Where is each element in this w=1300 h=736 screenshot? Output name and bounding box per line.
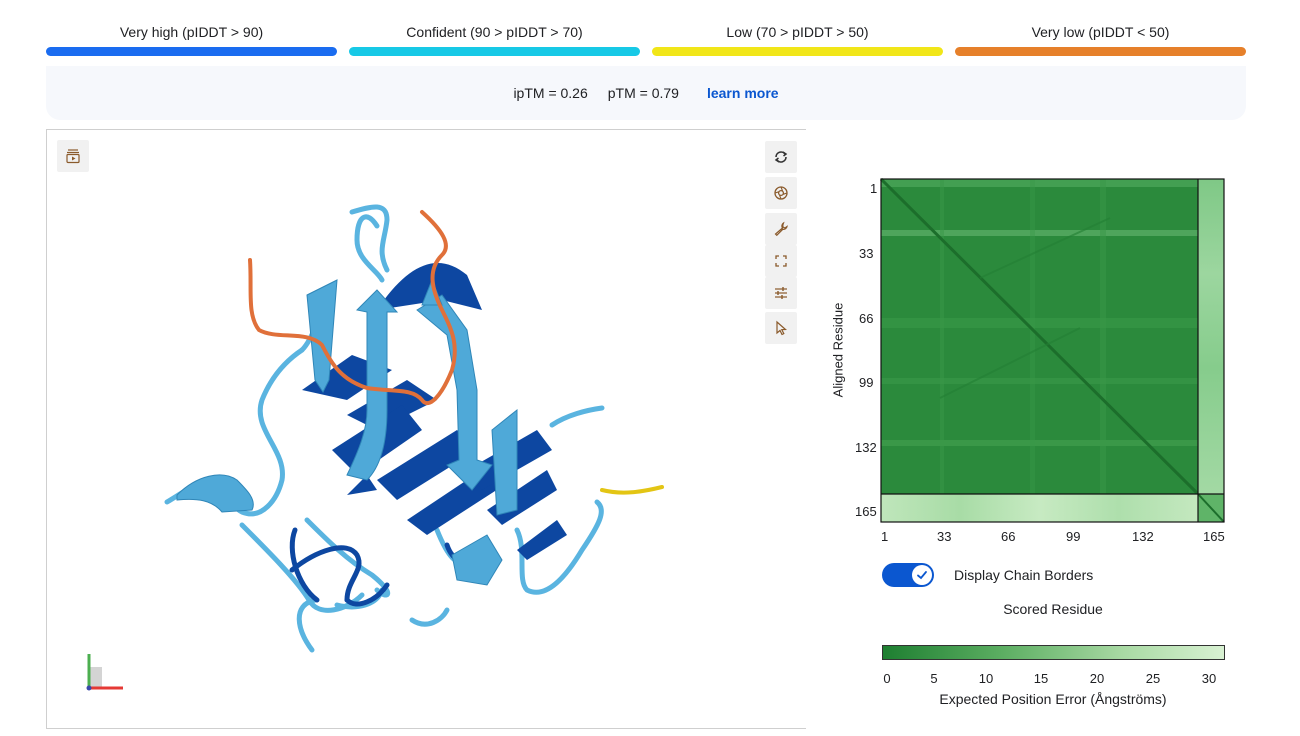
legend-very-low: Very low (pIDDT < 50)	[955, 24, 1246, 56]
playback-button[interactable]	[57, 140, 89, 172]
controls-button[interactable]	[765, 277, 797, 309]
y-tick: 66	[859, 311, 874, 326]
learn-more-link[interactable]: learn more	[706, 85, 779, 101]
colorbar-tick: 25	[1145, 671, 1161, 686]
x-tick: 1	[881, 529, 889, 544]
metrics-panel: ipTM = 0.26 pTM = 0.79 learn more	[46, 66, 1246, 120]
spin-button[interactable]	[765, 141, 797, 173]
x-tick: 165	[1203, 529, 1225, 544]
legend-bar	[652, 47, 943, 56]
protein-structure[interactable]	[47, 130, 807, 730]
select-button[interactable]	[765, 312, 797, 344]
x-tick: 66	[1001, 529, 1016, 544]
legend-label: Very high (pIDDT > 90)	[119, 24, 264, 40]
x-tick: 99	[1066, 529, 1081, 544]
playback-icon	[66, 149, 80, 164]
y-tick: 165	[855, 504, 877, 519]
colorbar-tick: 5	[930, 671, 938, 686]
ptm-value: pTM = 0.79	[607, 85, 679, 101]
chain-borders-toggle[interactable]	[882, 563, 934, 587]
iptm-value: ipTM = 0.26	[513, 85, 588, 101]
legend-label: Confident (90 > pIDDT > 70)	[406, 24, 583, 40]
y-tick: 1	[870, 181, 878, 196]
sliders-icon	[775, 287, 787, 299]
rotate-icon	[774, 151, 788, 163]
pae-y-axis-title: Aligned Residue	[830, 302, 846, 398]
legend-label: Low (70 > pIDDT > 50)	[726, 24, 869, 40]
x-tick: 33	[937, 529, 952, 544]
screenshot-button[interactable]	[765, 177, 797, 209]
colorbar-title: Expected Position Error (Ångströms)	[939, 691, 1167, 707]
y-tick: 132	[855, 440, 877, 455]
colorbar-tick: 15	[1033, 671, 1049, 686]
chain-borders-label: Display Chain Borders	[954, 567, 1094, 583]
legend-bar	[955, 47, 1246, 56]
pae-heatmap[interactable]	[880, 178, 1226, 524]
pae-x-axis-title: Scored Residue	[1003, 601, 1103, 617]
legend-very-high: Very high (pIDDT > 90)	[46, 24, 337, 56]
pae-colorbar	[882, 645, 1225, 660]
y-tick: 33	[859, 246, 874, 261]
legend-bar	[46, 47, 337, 56]
check-icon	[917, 571, 927, 580]
x-tick: 132	[1132, 529, 1154, 544]
colorbar-tick: 30	[1201, 671, 1217, 686]
legend-label: Very low (pIDDT < 50)	[1031, 24, 1170, 40]
colorbar-tick: 0	[883, 671, 891, 686]
fullscreen-button[interactable]	[765, 245, 797, 277]
structure-viewer[interactable]	[46, 129, 806, 729]
colorbar-tick: 10	[978, 671, 994, 686]
legend-confident: Confident (90 > pIDDT > 70)	[349, 24, 640, 56]
fullscreen-icon	[775, 255, 787, 267]
toggle-knob	[912, 565, 932, 585]
camera-icon	[774, 186, 788, 200]
wrench-icon	[774, 221, 788, 237]
settings-button[interactable]	[765, 213, 797, 245]
y-tick: 99	[859, 375, 874, 390]
cursor-icon	[776, 320, 787, 336]
legend-bar	[349, 47, 640, 56]
colorbar-tick: 20	[1089, 671, 1105, 686]
legend-low: Low (70 > pIDDT > 50)	[652, 24, 943, 56]
